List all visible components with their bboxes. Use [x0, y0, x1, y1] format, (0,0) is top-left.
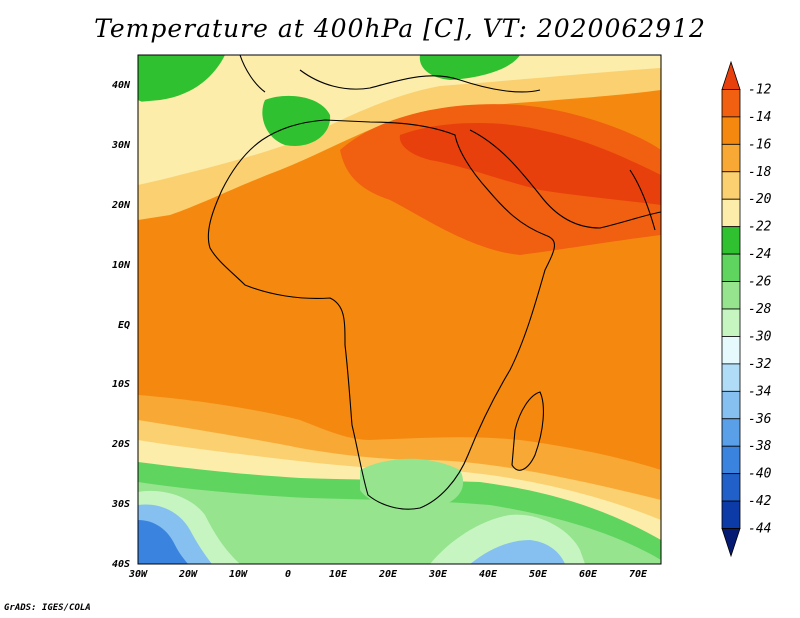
colorbar-swatch	[721, 198, 741, 228]
colorbar-label: -22	[748, 220, 772, 235]
lat-tick-label: 10S	[112, 379, 130, 390]
colorbar-swatch	[721, 336, 741, 365]
lon-tick-label: 50E	[529, 569, 548, 580]
colorbar-label: -38	[748, 439, 772, 454]
credit-text: GrADS: IGES/COLA	[4, 603, 91, 613]
lon-tick-label: 60E	[579, 569, 598, 580]
lat-tick-label: 40N	[112, 80, 131, 91]
temperature-field	[138, 55, 661, 564]
lon-tick-label: 10W	[229, 569, 248, 580]
colorbar-label: -26	[748, 275, 772, 290]
colorbar-label: -24	[748, 247, 771, 262]
colorbar-label: -28	[748, 302, 772, 317]
colorbar-swatch	[721, 60, 741, 90]
lon-tick-label: 40E	[479, 569, 498, 580]
colorbar-swatch	[721, 89, 741, 118]
colorbar-swatch	[721, 143, 741, 173]
colorbar-label: -30	[748, 329, 772, 344]
lat-tick-label: 10N	[112, 260, 131, 271]
colorbar-swatch	[721, 445, 741, 475]
colorbar-label: -40	[748, 467, 772, 482]
colorbar-swatch	[721, 116, 741, 145]
madagascar-coastline	[511, 391, 544, 471]
coastlines	[207, 55, 661, 510]
colorbar: -12 -14 -16 -18 -20 -22 -24 -26 -28 -30 -32 -34 -36 -…	[721, 60, 772, 558]
lon-tick-label: 0	[285, 569, 291, 580]
colorbar-label: -12	[748, 82, 772, 97]
colorbar-swatch	[721, 171, 741, 200]
colorbar-label: -32	[748, 357, 772, 372]
colorbar-label: -18	[748, 165, 772, 180]
colorbar-swatch	[721, 500, 741, 529]
colorbar-swatch	[721, 226, 741, 255]
lat-tick-label: EQ	[118, 320, 130, 331]
arabia-coastline	[469, 129, 661, 229]
colorbar-swatch	[721, 418, 741, 447]
lon-tick-label: 30E	[428, 569, 448, 580]
map-frame	[137, 54, 662, 565]
lon-tick-label: 20E	[378, 569, 398, 580]
lon-tick-label: 20W	[178, 569, 198, 580]
lon-tick-label: 70E	[629, 569, 648, 580]
colorbar-swatch	[721, 390, 741, 420]
india-coastline	[629, 169, 656, 231]
colorbar-label: -42	[748, 494, 772, 509]
lat-tick-label: 30S	[111, 499, 130, 510]
colorbar-swatch	[721, 281, 741, 310]
colorbar-label: -44	[748, 522, 771, 537]
colorbar-label: -20	[748, 192, 772, 207]
colorbar-swatch	[721, 253, 741, 282]
lat-tick-label: 20S	[111, 439, 130, 450]
colorbar-label: -14	[748, 110, 771, 125]
lon-tick-label: 30W	[128, 569, 148, 580]
map-title: Temperature at 400hPa [C], VT: 202006291…	[94, 14, 706, 43]
lat-tick-label: 20N	[111, 200, 131, 211]
colorbar-label: -34	[748, 384, 771, 399]
colorbar-swatch	[721, 473, 741, 502]
lat-tick-label: 40S	[112, 559, 130, 570]
colorbar-swatch	[721, 363, 741, 392]
colorbar-label: -36	[748, 412, 772, 427]
colorbar-swatch	[721, 308, 741, 337]
africa-coastline	[207, 119, 555, 510]
colorbar-label: -16	[748, 137, 772, 152]
lon-axis: 30W 20W 10W 0 10E 20E 30E 40E 50E 60E 70…	[128, 569, 648, 580]
lat-axis: 40N 30N 20N 10N EQ 10S 20S 30S 40S	[111, 80, 131, 570]
lon-tick-label: 10E	[329, 569, 348, 580]
europe-coastline	[239, 55, 541, 93]
lat-tick-label: 30N	[111, 140, 131, 151]
colorbar-swatch	[721, 528, 741, 558]
